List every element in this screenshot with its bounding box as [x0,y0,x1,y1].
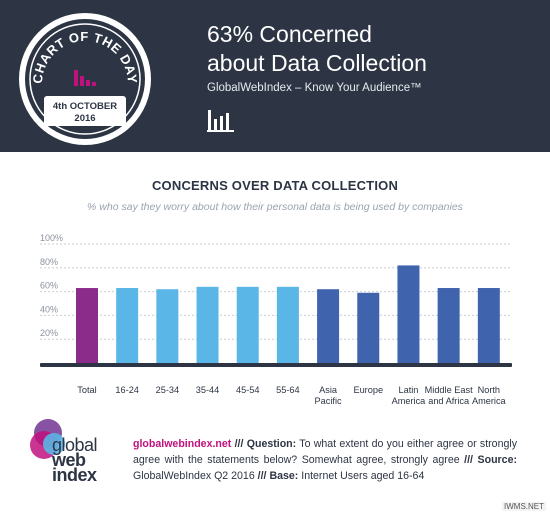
header-banner: CHART OF THE DAY 4th OCTOBER 2016 63% Co… [0,0,550,152]
base-text: Internet Users aged 16-64 [298,470,425,482]
bar-chart-icon [207,110,234,132]
chart-of-the-day-badge: CHART OF THE DAY 4th OCTOBER 2016 [19,13,151,145]
separator: /// [464,454,473,466]
watermark: IWMS.NET [502,502,546,511]
bar [236,286,259,363]
bar-chart: 20% 40% 60% 80% 100% Total 16-24 25-34 35-44 45-5… [40,233,512,406]
chart-title: CONCERNS OVER DATA COLLECTION [151,178,399,193]
bar [397,265,420,363]
x-tick-label: North America [472,385,507,406]
x-tick-label: 35-44 [196,385,220,395]
x-tick-label: Asia Pacific [315,385,342,406]
y-tick-label: 40% [40,304,58,314]
x-tick-label: Europe [353,385,383,395]
y-tick-label: 100% [40,233,63,243]
page-title: 63% Concerned about Data Collection [207,20,427,78]
y-tick-label: 60% [40,281,58,291]
bar [276,286,299,363]
bar [196,286,219,363]
bar [477,288,500,363]
bar [156,289,179,363]
bar [116,288,139,363]
x-tick-label: 16-24 [115,385,139,395]
y-tick-label: 80% [40,257,58,267]
x-tick-label: 55-64 [276,385,300,395]
chart-subtitle: % who say they worry about how their per… [87,201,463,213]
x-tick-label: Latin America [392,385,427,406]
logo-line-global: global [52,435,98,455]
x-tick-label: 45-54 [236,385,260,395]
bar [317,289,340,363]
y-tick-label: 20% [40,328,58,338]
title-line-1: 63% Concerned [207,21,372,47]
x-tick-label: Middle East and Africa [425,385,473,406]
site-link[interactable]: globalwebindex.net [133,438,232,450]
footer-notes: globalwebindex.net /// Question: To what… [133,436,517,484]
bar [437,288,460,363]
tagline: GlobalWebIndex – Know Your Audience™ [207,82,422,94]
x-axis-baseline [40,363,512,367]
title-line-2: about Data Collection [207,50,427,76]
question-label: Question: [246,438,297,450]
question-text: To what extent do you either agree or st… [133,438,517,466]
badge-date: 4th OCTOBER [53,101,117,112]
x-tick-label: Total [77,385,96,395]
base-label: Base: [266,470,299,482]
source-label: Source: [477,454,517,466]
logo-line-index: index [52,465,97,485]
x-tick-label: 25-34 [156,385,180,395]
bar [357,292,380,363]
globalwebindex-logo-circles [30,419,65,459]
badge-year: 2016 [74,113,95,124]
globalwebindex-logo-text: global web index [52,435,98,485]
logo-line-web: web [52,450,86,470]
bar [76,288,98,363]
source-text: GlobalWebIndex Q2 2016 [133,470,258,482]
separator: /// [257,470,267,482]
separator: /// [231,438,247,450]
